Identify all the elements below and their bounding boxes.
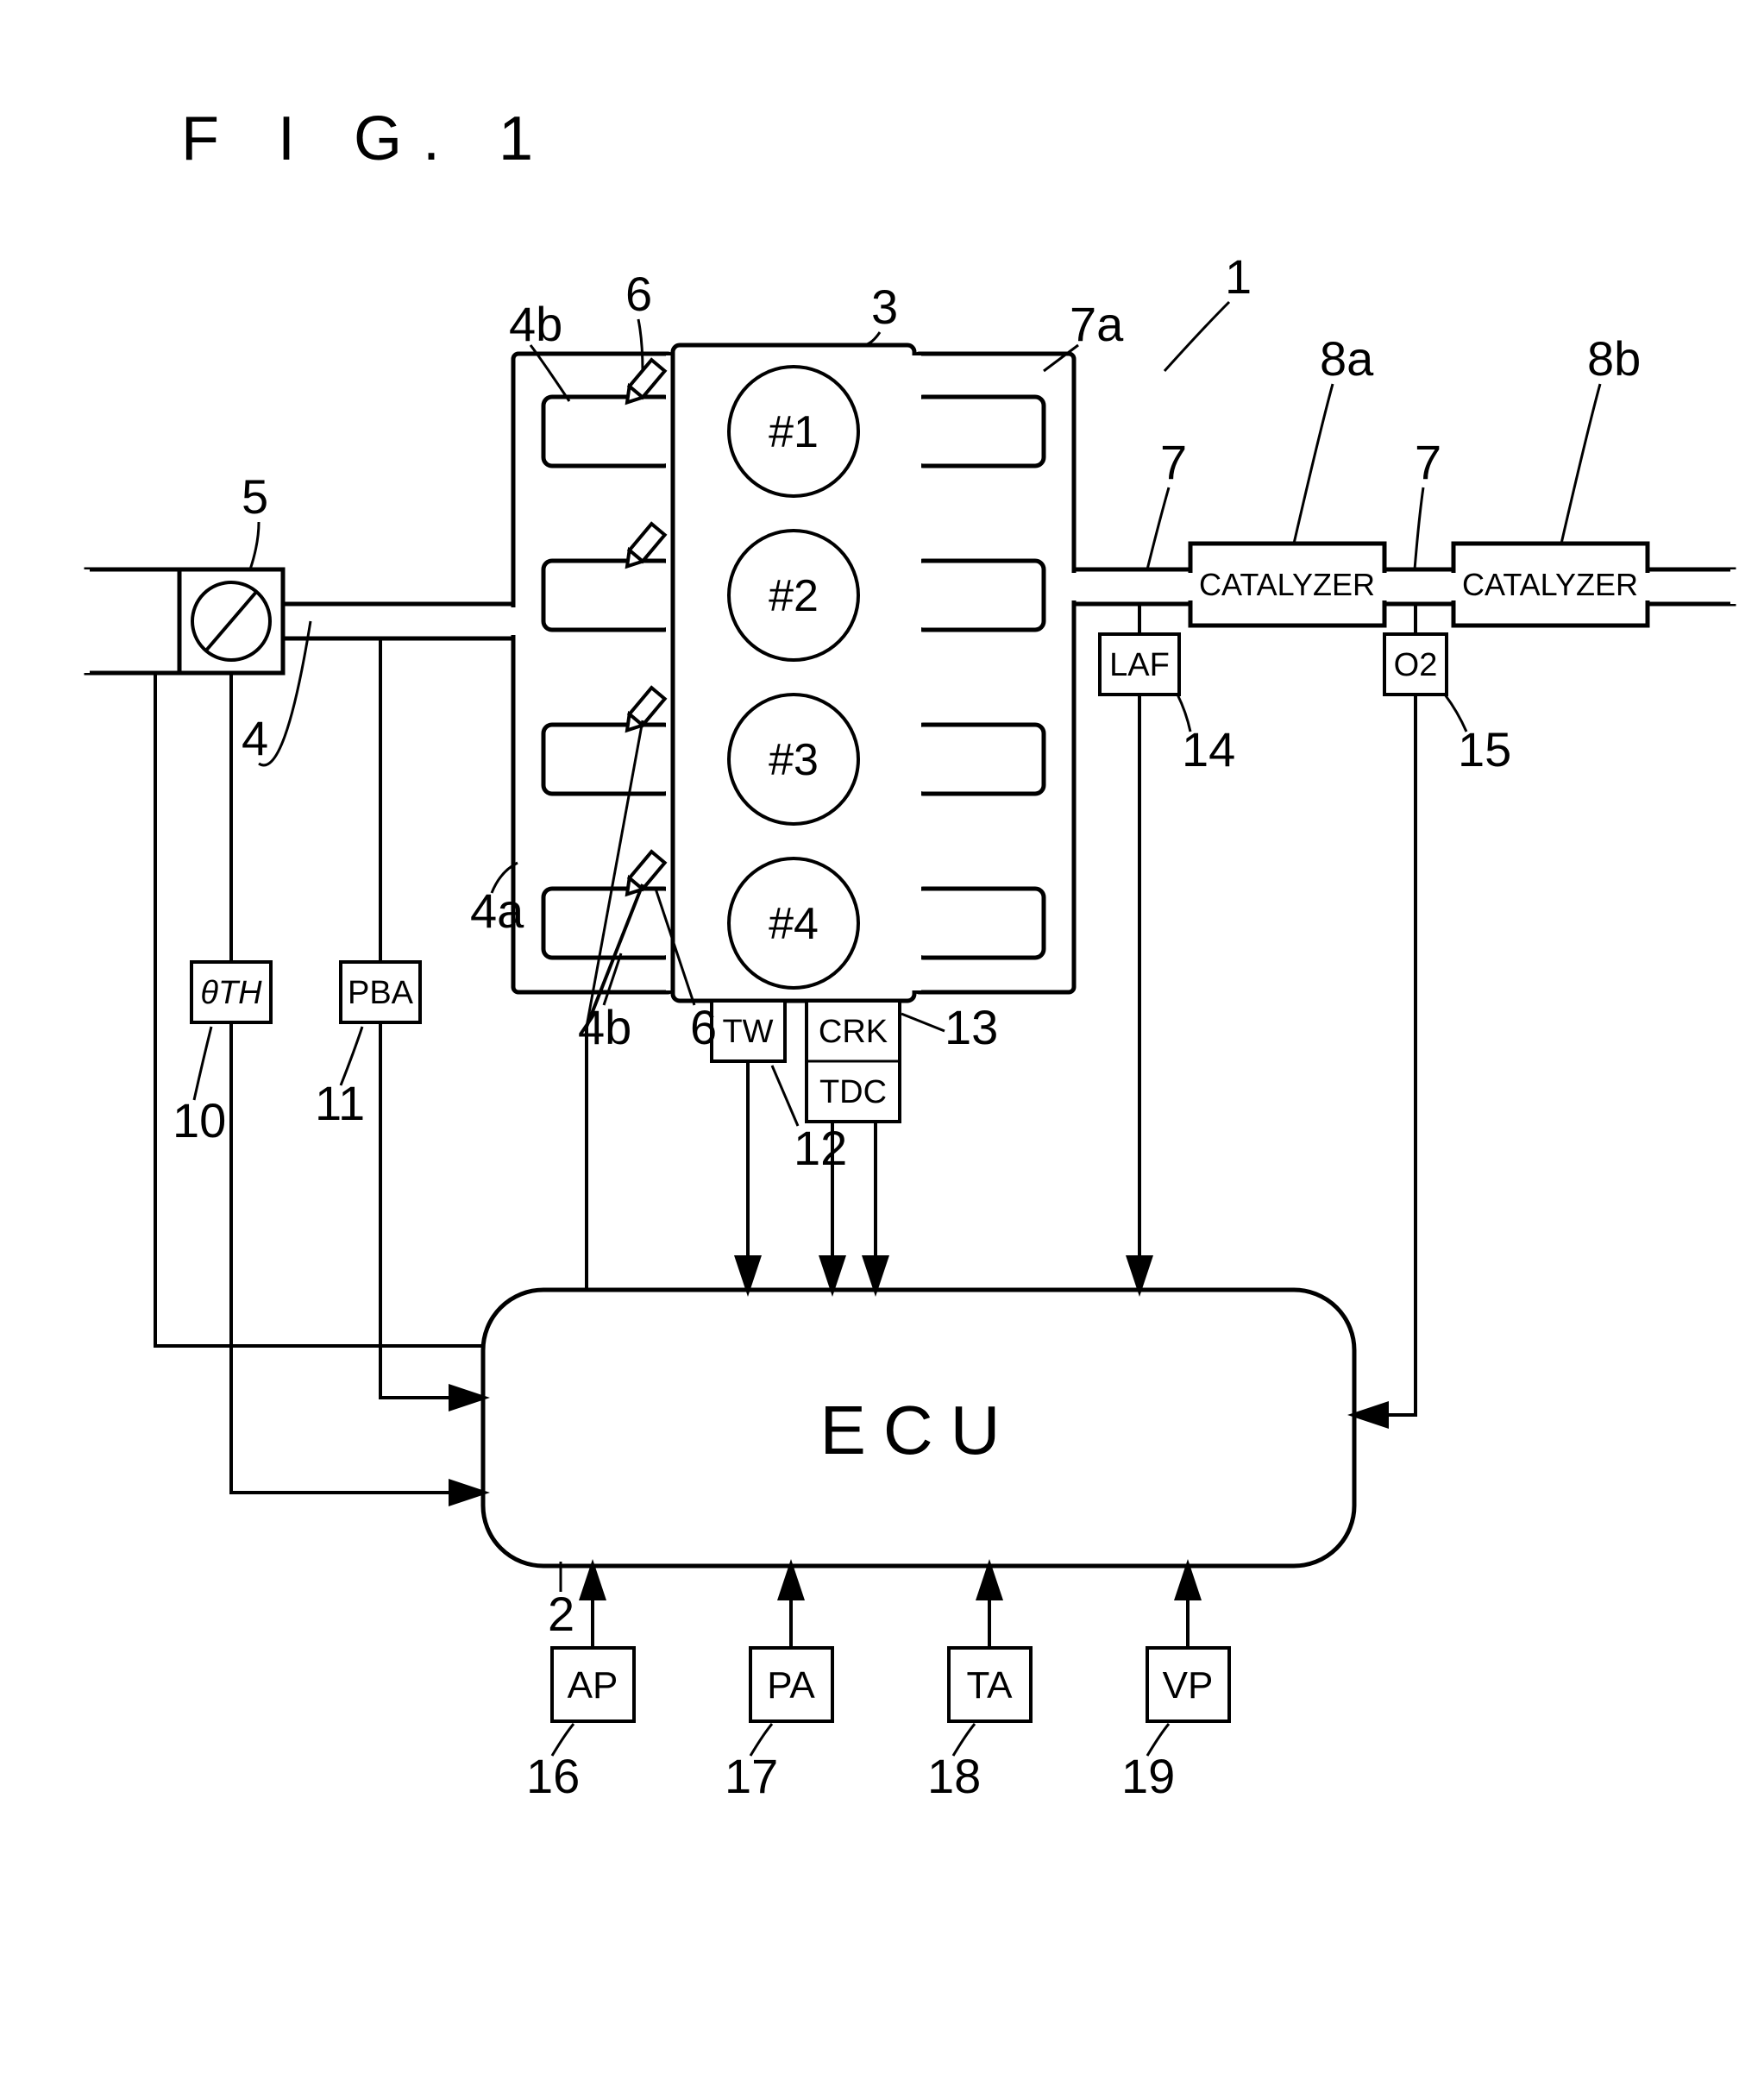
laf-label: LAF — [1109, 647, 1170, 683]
svg-text:3: 3 — [871, 280, 898, 334]
catalyzer-b-label: CATALYZER — [1462, 567, 1638, 602]
svg-text:13: 13 — [945, 1000, 998, 1054]
svg-text:AP: AP — [568, 1664, 618, 1707]
svg-text:18: 18 — [927, 1749, 981, 1803]
svg-text:4a: 4a — [470, 883, 524, 938]
svg-text:PA: PA — [767, 1664, 815, 1707]
cylinder-4-label: #4 — [769, 899, 819, 949]
theta-th-label: θTH — [200, 975, 262, 1011]
cylinder-2-label: #2 — [769, 571, 819, 621]
svg-text:4b: 4b — [578, 1000, 631, 1054]
svg-text:8b: 8b — [1587, 331, 1641, 386]
svg-text:16: 16 — [526, 1749, 580, 1803]
crk-label: CRK — [819, 1014, 888, 1050]
svg-text:TA: TA — [967, 1664, 1014, 1707]
svg-text:2: 2 — [548, 1587, 574, 1641]
ecu-label: ECU — [820, 1392, 1018, 1468]
tw-label: TW — [722, 1014, 773, 1050]
svg-text:7: 7 — [1415, 435, 1441, 489]
svg-text:4b: 4b — [509, 297, 562, 351]
svg-text:8a: 8a — [1320, 331, 1374, 386]
catalyzer-a-label: CATALYZER — [1199, 567, 1375, 602]
svg-text:19: 19 — [1121, 1749, 1175, 1803]
svg-text:6: 6 — [625, 267, 652, 321]
svg-text:VP: VP — [1163, 1664, 1214, 1707]
svg-text:10: 10 — [173, 1093, 226, 1147]
diagram-svg: #1 #2 #3 #4 — [0, 0, 1764, 2081]
exhaust-manifold — [911, 354, 1074, 992]
input-boxes: AP PA TA VP — [552, 1566, 1229, 1721]
cylinder-3-label: #3 — [769, 735, 819, 785]
tdc-label: TDC — [819, 1074, 887, 1110]
cylinder-1-label: #1 — [769, 407, 819, 457]
svg-text:17: 17 — [725, 1749, 778, 1803]
svg-text:4: 4 — [242, 711, 268, 765]
svg-text:5: 5 — [242, 469, 268, 524]
svg-text:12: 12 — [794, 1121, 847, 1175]
svg-text:7: 7 — [1160, 435, 1187, 489]
svg-text:7a: 7a — [1070, 297, 1124, 351]
svg-text:6: 6 — [690, 1000, 717, 1054]
svg-text:1: 1 — [1225, 249, 1252, 304]
o2-label: O2 — [1394, 647, 1438, 683]
pba-label: PBA — [348, 975, 414, 1011]
